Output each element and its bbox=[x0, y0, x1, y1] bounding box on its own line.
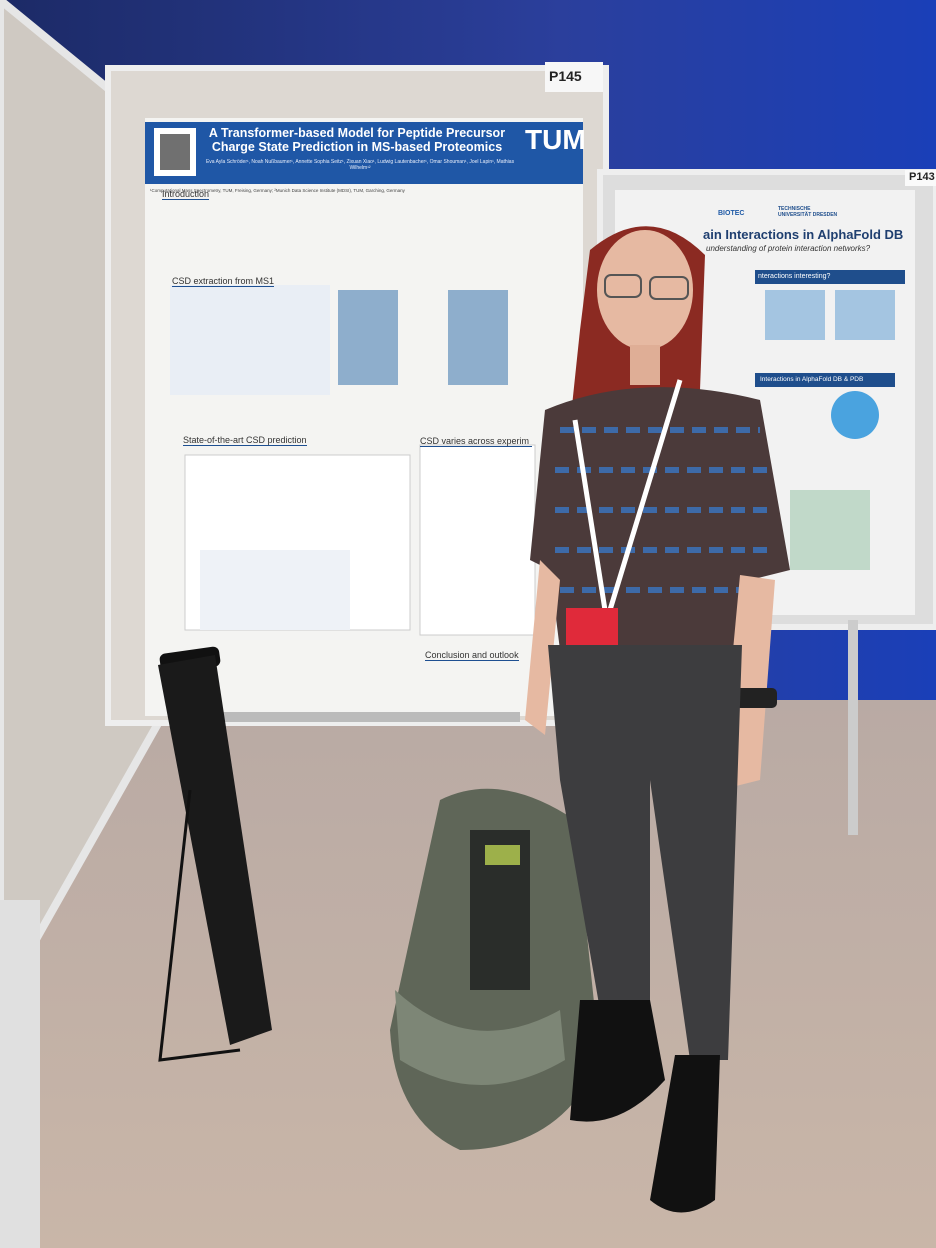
qr-pattern bbox=[160, 134, 190, 170]
poster-affiliation: ¹Computational Mass Spectrometry, TUM, F… bbox=[150, 188, 405, 193]
poster-figures bbox=[170, 285, 536, 636]
face bbox=[597, 230, 693, 350]
lanyard bbox=[572, 379, 683, 611]
protein-figure bbox=[790, 490, 870, 570]
poster-subtitle: understanding of protein interaction net… bbox=[706, 244, 871, 253]
poster-logo: TECHNISCHE UNIVERSITÄT DRESDEN bbox=[778, 206, 838, 218]
figure bbox=[338, 290, 398, 385]
board-number-tag bbox=[905, 170, 936, 186]
poster-authors: Eva Ayla Schröder¹, Noah Nußbaumer¹, Ann… bbox=[205, 159, 515, 171]
section-heading: Introduction bbox=[162, 189, 210, 201]
boot bbox=[650, 1055, 720, 1213]
protein-figure bbox=[765, 290, 825, 340]
watch bbox=[735, 688, 777, 708]
poster-logo: TUM bbox=[525, 124, 586, 155]
glasses bbox=[604, 274, 642, 298]
shirt-pattern bbox=[555, 427, 775, 593]
jeans bbox=[548, 645, 742, 1060]
section-heading: State-of-the-art CSD prediction bbox=[183, 435, 307, 447]
tube-strap bbox=[158, 789, 241, 1062]
poster-tube bbox=[158, 655, 272, 1045]
arm bbox=[525, 560, 560, 735]
figure bbox=[448, 290, 508, 385]
figure bbox=[170, 285, 330, 395]
board-number: P145 bbox=[549, 68, 582, 84]
neck bbox=[630, 345, 660, 385]
section-heading: nteractions interesting? bbox=[758, 273, 831, 280]
boot bbox=[570, 1000, 665, 1122]
poster-title: A Transformer-based Model for Peptide Pr… bbox=[208, 126, 506, 155]
hip-belt bbox=[395, 990, 565, 1085]
section-band bbox=[755, 270, 905, 284]
section-heading: CSD extraction from MS1 bbox=[172, 276, 275, 288]
section-heading: CSD varies across experim bbox=[420, 436, 532, 448]
poster-title: ain Interactions in AlphaFold DB bbox=[703, 227, 904, 242]
glasses bbox=[649, 276, 689, 300]
section-heading: Conclusion and outlook bbox=[425, 650, 519, 662]
poster-logo: BIOTEC bbox=[718, 210, 745, 217]
figure bbox=[200, 550, 350, 630]
bottle bbox=[485, 845, 520, 865]
board-number: P143 bbox=[909, 171, 935, 183]
section-heading: Interactions in AlphaFold DB & PDB bbox=[760, 376, 864, 383]
board-rail bbox=[210, 712, 520, 722]
figure bbox=[419, 444, 536, 636]
person bbox=[525, 226, 790, 1213]
board-number-tag bbox=[545, 62, 603, 92]
board-leg bbox=[0, 900, 40, 1248]
board-leg bbox=[848, 620, 858, 835]
shirt bbox=[530, 387, 790, 650]
section-band bbox=[755, 373, 895, 387]
pie-figure bbox=[831, 391, 879, 439]
protein-figure bbox=[835, 290, 895, 340]
poster-title-band bbox=[145, 122, 583, 184]
